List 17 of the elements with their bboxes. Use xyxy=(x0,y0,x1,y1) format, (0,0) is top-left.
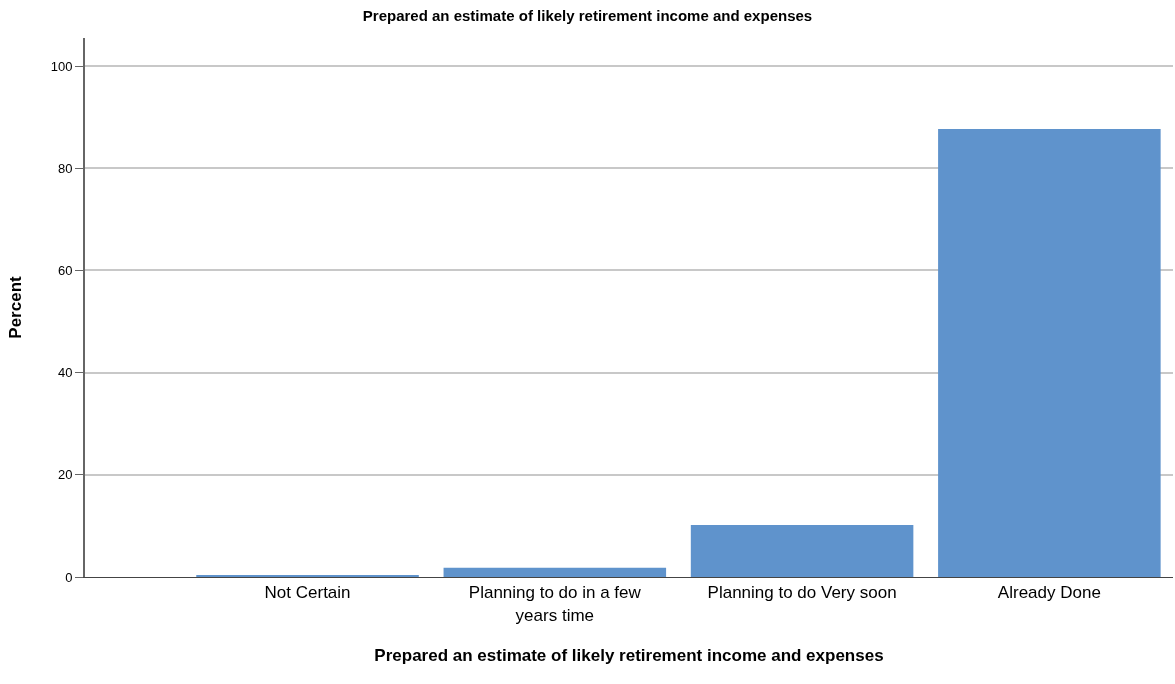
x-tick-label: Not Certain xyxy=(264,583,351,603)
y-tick-label: 20 xyxy=(57,467,73,483)
x-tick-label: Planning to do Very soon xyxy=(707,583,897,603)
bar xyxy=(690,524,914,577)
y-axis-title: Percent xyxy=(5,275,25,339)
y-tick-label: 100 xyxy=(50,58,73,74)
y-tick-label: 40 xyxy=(57,365,73,381)
x-tick-label: Planning to do in a few years time xyxy=(468,583,642,625)
x-axis-title: Prepared an estimate of likely retirement income and expenses xyxy=(374,645,884,665)
y-tick-label: 80 xyxy=(57,160,73,176)
bar xyxy=(196,574,419,577)
bar xyxy=(443,567,667,577)
y-tick-label: 0 xyxy=(65,569,73,585)
chart-title: Prepared an estimate of likely retirement income and expenses xyxy=(362,6,813,24)
x-tick-label: Already Done xyxy=(997,583,1101,603)
bar xyxy=(938,128,1161,577)
y-tick-label: 60 xyxy=(57,263,73,279)
